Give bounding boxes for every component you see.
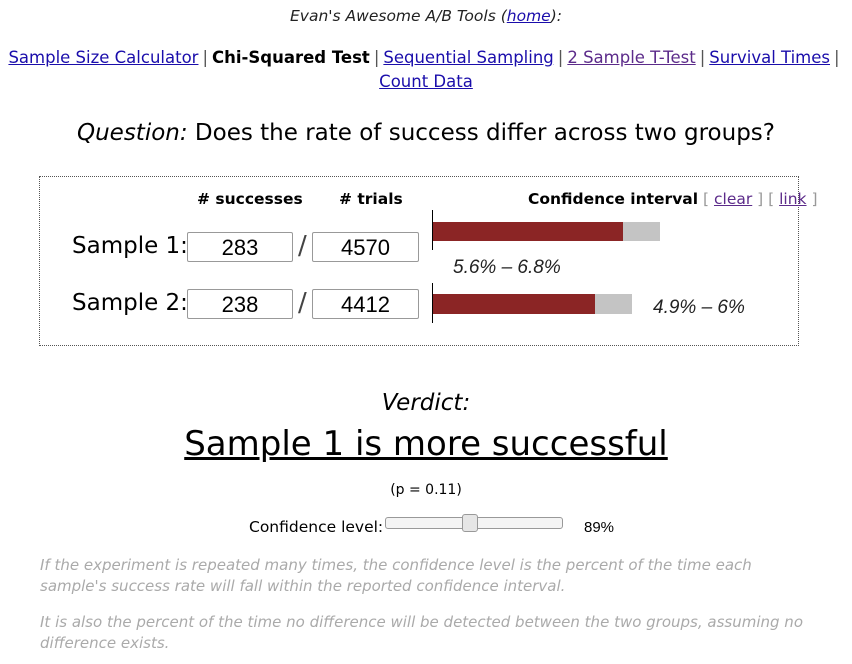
clear-link[interactable]: clear (713, 190, 753, 208)
nav-separator: | (202, 48, 209, 67)
ci-bracket: [ (698, 190, 714, 208)
nav-2-sample-t-test[interactable]: 2 Sample T-Test (567, 48, 696, 67)
confidence-level-value: 89% (584, 519, 615, 536)
tool-nav: Sample Size Calculator | Chi-Squared Test |… (0, 46, 852, 94)
question-heading: Question: Does the rate of success diffe… (0, 120, 852, 146)
nav-survival-times[interactable]: Survival Times (709, 48, 830, 67)
question-text: Does the rate of success differ across t… (187, 120, 775, 146)
confidence-interval-header: Confidence interval [ clear ] [ link ] (528, 190, 818, 208)
sample-2-ci-text: 4.9% – 6% (653, 297, 745, 318)
confidence-explanation-note: If the experiment is repeated many times… (40, 556, 752, 595)
tools-header: Evan's Awesome A/B Tools (home): (0, 7, 852, 25)
ci-axis-line (432, 210, 433, 250)
nav-count-data[interactable]: Count Data (379, 72, 473, 91)
nav-separator: | (699, 48, 706, 67)
p-value: (p = 0.11) (390, 482, 462, 498)
calculator-panel (39, 176, 799, 346)
tools-header-suffix: ): (550, 7, 562, 25)
difference-explanation-note: It is also the percent of the time no di… (40, 613, 803, 652)
sample-1-ci-bar (433, 222, 660, 241)
sample-1-successes-input[interactable]: 283 (187, 232, 293, 262)
confidence-slider-handle[interactable] (462, 514, 478, 532)
successes-column-header: # successes (197, 190, 303, 208)
sample-1-trials-input[interactable]: 4570 (312, 232, 419, 262)
sample-2-label: Sample 2: (72, 290, 188, 316)
verdict-result: Sample 1 is more successful (184, 424, 668, 464)
permalink-link[interactable]: link (779, 190, 807, 208)
divider-slash: / (298, 288, 307, 318)
ci-bracket: ] [ (752, 190, 780, 208)
sample-1-label: Sample 1: (72, 233, 188, 259)
ci-bracket: ] (806, 190, 818, 208)
trials-column-header: # trials (339, 190, 403, 208)
confidence-level-label: Confidence level: (249, 518, 384, 536)
divider-slash: / (298, 231, 307, 261)
nav-separator: | (373, 48, 380, 67)
sample-2-ci-bar (433, 294, 632, 314)
tools-header-prefix: Evan's Awesome A/B Tools ( (290, 7, 507, 25)
question-label: Question: (76, 120, 188, 146)
sample-1-ci-bar-fill (433, 222, 624, 241)
home-link[interactable]: home (506, 7, 551, 25)
ci-axis-line (432, 283, 433, 323)
verdict-label: Verdict: (381, 390, 471, 416)
sample-2-successes-input[interactable]: 238 (187, 289, 293, 319)
nav-chi-squared-test: Chi-Squared Test (212, 48, 370, 67)
sample-2-trials-input[interactable]: 4412 (312, 289, 419, 319)
sample-2-ci-bar-fill (433, 294, 596, 314)
nav-sequential-sampling[interactable]: Sequential Sampling (383, 48, 554, 67)
nav-separator: | (557, 48, 564, 67)
sample-1-ci-text: 5.6% – 6.8% (453, 257, 561, 278)
nav-separator: | (834, 48, 840, 67)
nav-sample-size-calculator[interactable]: Sample Size Calculator (8, 48, 199, 67)
ci-header-title: Confidence interval (528, 190, 699, 208)
